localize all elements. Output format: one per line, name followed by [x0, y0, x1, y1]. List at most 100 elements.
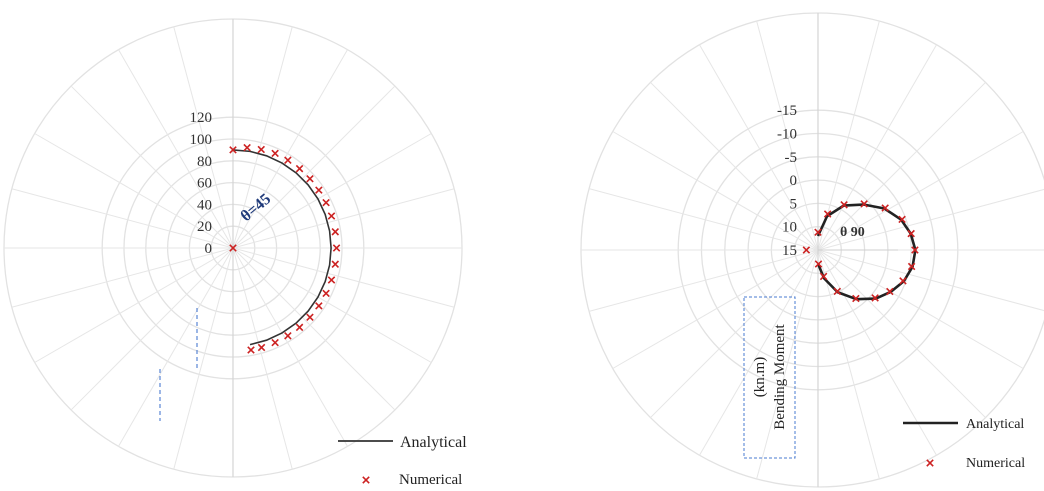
- marker-stroke-b: [306, 313, 314, 322]
- grid-spoke: [232, 26, 293, 249]
- grid-spoke: [34, 133, 234, 249]
- marker-stroke-b: [907, 229, 915, 238]
- grid-spoke: [232, 247, 432, 363]
- grid-spoke: [70, 85, 234, 249]
- data-point-numerical: [271, 338, 279, 347]
- data-point-numerical: [229, 146, 237, 154]
- data-point-numerical: [907, 229, 915, 238]
- legend: Analytical Numerical: [338, 434, 467, 488]
- data-point-numerical: [271, 149, 279, 158]
- grid-spoke: [612, 131, 819, 251]
- data-point-numerical: [332, 244, 341, 252]
- data-point-numerical: [907, 262, 916, 271]
- data-point-numerical: [322, 198, 330, 207]
- data-point-numerical: [306, 174, 314, 183]
- marker-stroke-b: [926, 459, 934, 467]
- radial-tick-label: 0: [790, 173, 798, 189]
- radial-tick-labels: -15 -10 -5 0 5 10 15: [777, 103, 797, 259]
- grid-spoke: [588, 188, 819, 251]
- grid-spoke: [173, 247, 234, 470]
- data-point-numerical: [284, 332, 292, 340]
- grid-spoke: [699, 249, 819, 456]
- marker-stroke-b: [331, 228, 340, 236]
- grid-spoke: [173, 26, 234, 249]
- data-point-numerical: [823, 210, 832, 218]
- data-point-numerical: [295, 164, 304, 173]
- grid-spoke: [817, 44, 937, 251]
- grid-spoke: [650, 82, 819, 251]
- marker-stroke-b: [840, 201, 848, 209]
- radial-tick-label: 100: [190, 132, 213, 148]
- axis-title-unit: (kn.m): [752, 357, 768, 397]
- legend-label-numerical: Numerical: [399, 472, 462, 488]
- angle-annotation: θ 90: [840, 225, 865, 240]
- grid-spoke: [756, 20, 819, 251]
- marker-stroke-b: [899, 277, 907, 285]
- marker-stroke-b: [814, 228, 822, 237]
- grid-spoke: [817, 249, 986, 418]
- data-point-numerical: [840, 201, 848, 209]
- marker-stroke-b: [898, 215, 906, 224]
- radial-tick-label: 0: [205, 241, 213, 257]
- data-point-numerical: [306, 313, 314, 322]
- grid-spoke: [817, 20, 880, 251]
- marker-stroke-b: [257, 145, 266, 154]
- marker-stroke-b: [327, 212, 336, 220]
- grid-spoke: [588, 249, 819, 312]
- marker-stroke-b: [306, 174, 314, 183]
- grid-spoke: [817, 249, 1024, 369]
- marker-stroke-b: [284, 156, 292, 164]
- grid-spoke: [817, 131, 1024, 251]
- grid-spoke: [11, 188, 234, 249]
- marker-stroke-b: [322, 289, 330, 298]
- marker-stroke-b: [322, 198, 330, 207]
- marker-stroke-b: [852, 294, 860, 303]
- marker-stroke-b: [315, 302, 323, 310]
- series-line-analytical: [816, 203, 917, 301]
- marker-stroke-b: [833, 287, 842, 296]
- marker-stroke-b: [271, 149, 279, 158]
- marker-stroke-b: [331, 260, 340, 268]
- marker-stroke-b: [315, 186, 323, 194]
- marker-stroke-b: [911, 246, 919, 254]
- legend-label-analytical: Analytical: [966, 417, 1024, 432]
- grid-spoke: [232, 85, 396, 249]
- axis-title-box: [743, 296, 796, 459]
- data-point-numerical: [802, 246, 811, 254]
- radial-tick-label: 80: [197, 154, 212, 170]
- data-point-numerical: [886, 287, 894, 296]
- radial-tick-label: 60: [197, 176, 212, 192]
- radial-tick-label: 120: [190, 110, 213, 126]
- marker-stroke-b: [327, 276, 336, 284]
- data-point-numerical: [871, 294, 879, 302]
- radial-tick-label: -10: [777, 127, 797, 143]
- marker-stroke-b: [881, 204, 889, 212]
- angle-annotation: θ=45: [238, 191, 275, 226]
- series-markers-numerical: [229, 143, 341, 354]
- grid-spoke: [232, 188, 455, 249]
- grid-spoke: [70, 247, 234, 411]
- marker-stroke-b: [823, 210, 832, 218]
- radial-tick-label: 15: [782, 243, 797, 259]
- data-point-numerical: [899, 277, 907, 285]
- grid-spoke: [232, 247, 293, 470]
- legend-label-analytical: Analytical: [400, 434, 467, 451]
- marker-stroke-b: [802, 246, 811, 254]
- grid-spoke: [34, 247, 234, 363]
- grid-spoke: [817, 188, 1044, 251]
- marker-stroke-b: [362, 476, 370, 484]
- data-point-numerical: [852, 294, 860, 303]
- data-point-numerical: [814, 260, 823, 268]
- grid-spoke: [232, 133, 432, 249]
- data-point-numerical: [322, 289, 330, 298]
- grid-spoke: [232, 247, 348, 447]
- data-point-numerical: [257, 145, 266, 154]
- radial-tick-label: -15: [777, 103, 797, 119]
- data-point-numerical: [819, 272, 828, 281]
- data-point-numerical: [327, 276, 336, 284]
- data-point-numerical: [327, 212, 336, 220]
- marker-stroke-b: [907, 262, 916, 271]
- radial-tick-labels: 0 20 40 60 80 100 120: [190, 110, 213, 257]
- polar-grid: [580, 12, 1044, 488]
